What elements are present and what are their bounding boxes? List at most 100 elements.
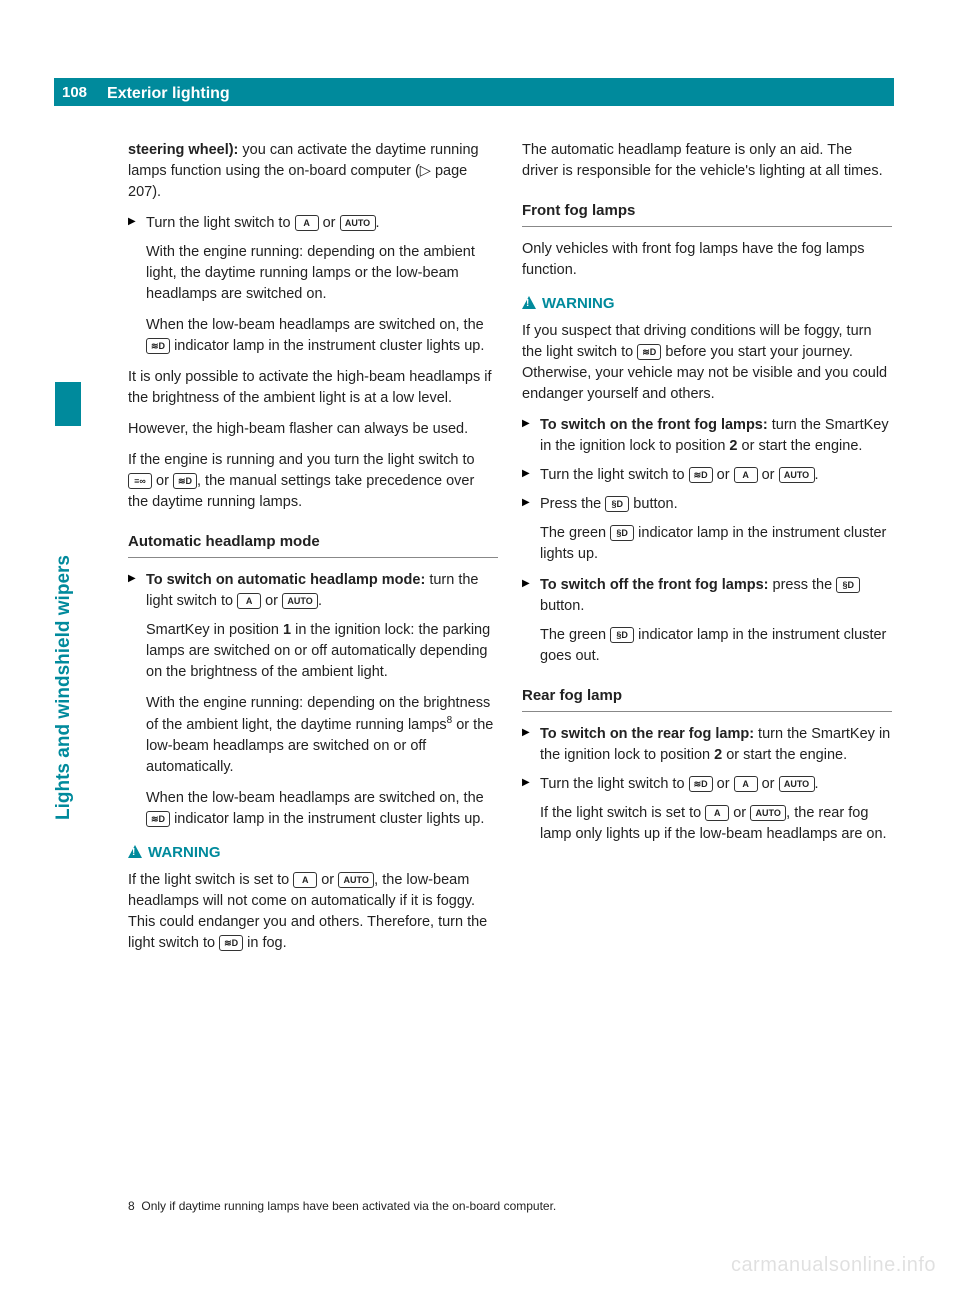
step-cont: The green §D indicator lamp in the instr… — [522, 523, 892, 565]
subhead-auto-headlamp: Automatic headlamp mode — [128, 531, 498, 558]
warning-label: WARNING — [148, 844, 221, 861]
body-text: indicator lamp in the instrument cluster… — [170, 811, 484, 827]
bold-label: To switch off the front fog lamps: — [540, 577, 769, 593]
symbol-lowbeam-icon: ≋D — [173, 473, 197, 489]
para-steering-wheel: steering wheel): you can activate the da… — [128, 140, 498, 203]
body-text: or start the engine. — [722, 747, 847, 763]
body-text: Turn the light switch to — [540, 776, 689, 792]
body-text: SmartKey in position — [146, 622, 283, 638]
symbol-lowbeam-icon: ≋D — [689, 776, 713, 792]
step-cont: When the low-beam headlamps are switched… — [128, 788, 498, 830]
bold-label: To switch on the front fog lamps: — [540, 417, 768, 433]
bold-label: To switch on automatic headlamp mode: — [146, 572, 425, 588]
para-flasher: However, the high-beam flasher can alway… — [128, 419, 498, 440]
body-text: or — [713, 467, 734, 483]
step-press-fog: Press the §D button. — [522, 494, 892, 515]
step-cont: With the engine running: depending on th… — [128, 242, 498, 305]
footnote: 8 Only if daytime running lamps have bee… — [128, 1198, 556, 1215]
body-text: or — [261, 593, 282, 609]
body-text: or — [317, 872, 338, 888]
body-text: or — [758, 467, 779, 483]
step-cont: SmartKey in position 1 in the ignition l… — [128, 620, 498, 683]
para-highbeam: It is only possible to activate the high… — [128, 367, 498, 409]
subhead-front-fog: Front fog lamps — [522, 200, 892, 227]
symbol-fog-icon: §D — [836, 577, 860, 593]
bold-number: 2 — [714, 747, 722, 763]
body-text: in fog. — [243, 935, 287, 951]
warning-heading: WARNING — [128, 842, 498, 864]
body-text: or start the engine. — [738, 438, 863, 454]
body-text: Press the — [540, 496, 605, 512]
body-text: or — [758, 776, 779, 792]
step-cont: With the engine running: depending on th… — [128, 693, 498, 778]
step-turn-switch: Turn the light switch to ≋D or A or AUTO… — [522, 774, 892, 795]
step-front-fog-off: To switch off the front fog lamps: press… — [522, 575, 892, 617]
warning-triangle-icon — [128, 845, 142, 858]
body-text: If the engine is running and you turn th… — [128, 452, 475, 468]
side-tab-label: Lights and windshield wipers — [50, 555, 78, 820]
symbol-auto-icon: AUTO — [750, 805, 786, 821]
bold-number: 1 — [283, 622, 291, 638]
symbol-lowbeam-icon: ≋D — [146, 811, 170, 827]
step-cont: If the light switch is set to A or AUTO,… — [522, 803, 892, 845]
body-text: . — [815, 467, 819, 483]
symbol-parking-icon: ≡∞ — [128, 473, 152, 489]
symbol-a-icon: A — [237, 593, 261, 609]
step-cont: When the low-beam headlamps are switched… — [128, 315, 498, 357]
note-auto-headlamp: The automatic headlamp feature is only a… — [522, 140, 892, 182]
warning-triangle-icon — [522, 296, 536, 309]
body-text: The green — [540, 627, 610, 643]
body-text: If the light switch is set to — [540, 805, 705, 821]
symbol-a-icon: A — [705, 805, 729, 821]
step-turn-switch: Turn the light switch to A or AUTO. — [128, 213, 498, 234]
symbol-auto-icon: AUTO — [282, 593, 318, 609]
body-text: Turn the light switch to — [146, 215, 295, 231]
body-text: or — [152, 473, 173, 489]
symbol-auto-icon: AUTO — [338, 872, 374, 888]
body-text: . — [318, 593, 322, 609]
symbol-a-icon: A — [734, 467, 758, 483]
warning-body: If you suspect that driving conditions w… — [522, 321, 892, 405]
step-rear-fog-on: To switch on the rear fog lamp: turn the… — [522, 724, 892, 766]
body-text: press the — [769, 577, 837, 593]
symbol-fog-icon: §D — [605, 496, 629, 512]
symbol-auto-icon: AUTO — [779, 467, 815, 483]
header-bar: 108 Exterior lighting — [54, 78, 894, 106]
body-text: If the light switch is set to — [128, 872, 293, 888]
body-text: When the low-beam headlamps are switched… — [146, 790, 484, 806]
right-column: The automatic headlamp feature is only a… — [522, 140, 892, 855]
footnote-text: Only if daytime running lamps have been … — [141, 1199, 556, 1213]
step-turn-switch: Turn the light switch to ≋D or A or AUTO… — [522, 465, 892, 486]
body-text: When the low-beam headlamps are switched… — [146, 317, 484, 333]
body-text: or — [713, 776, 734, 792]
footnote-number: 8 — [128, 1199, 135, 1213]
body-text: . — [815, 776, 819, 792]
symbol-lowbeam-icon: ≋D — [637, 344, 661, 360]
left-column: steering wheel): you can activate the da… — [128, 140, 498, 964]
warning-body: If the light switch is set to A or AUTO,… — [128, 870, 498, 954]
body-text: or — [319, 215, 340, 231]
body-text: button. — [629, 496, 677, 512]
step-cont: The green §D indicator lamp in the instr… — [522, 625, 892, 667]
symbol-auto-icon: AUTO — [340, 215, 376, 231]
symbol-lowbeam-icon: ≋D — [219, 935, 243, 951]
body-text: button. — [540, 598, 584, 614]
body-text: or — [729, 805, 750, 821]
para-front-fog: Only vehicles with front fog lamps have … — [522, 239, 892, 281]
warning-label: WARNING — [542, 295, 615, 312]
page-title: Exterior lighting — [95, 78, 894, 106]
para-manual-precedence: If the engine is running and you turn th… — [128, 450, 498, 513]
page-number: 108 — [54, 78, 95, 106]
symbol-fog-icon: §D — [610, 627, 634, 643]
symbol-a-icon: A — [295, 215, 319, 231]
body-text: With the engine running: depending on th… — [146, 695, 490, 733]
body-text: The green — [540, 525, 610, 541]
warning-heading: WARNING — [522, 293, 892, 315]
step-auto-mode: To switch on automatic headlamp mode: tu… — [128, 570, 498, 612]
body-text: indicator lamp in the instrument cluster… — [170, 338, 484, 354]
symbol-a-icon: A — [293, 872, 317, 888]
step-front-fog-on: To switch on the front fog lamps: turn t… — [522, 415, 892, 457]
symbol-auto-icon: AUTO — [779, 776, 815, 792]
bold-label: steering wheel): — [128, 142, 238, 158]
body-text: . — [376, 215, 380, 231]
